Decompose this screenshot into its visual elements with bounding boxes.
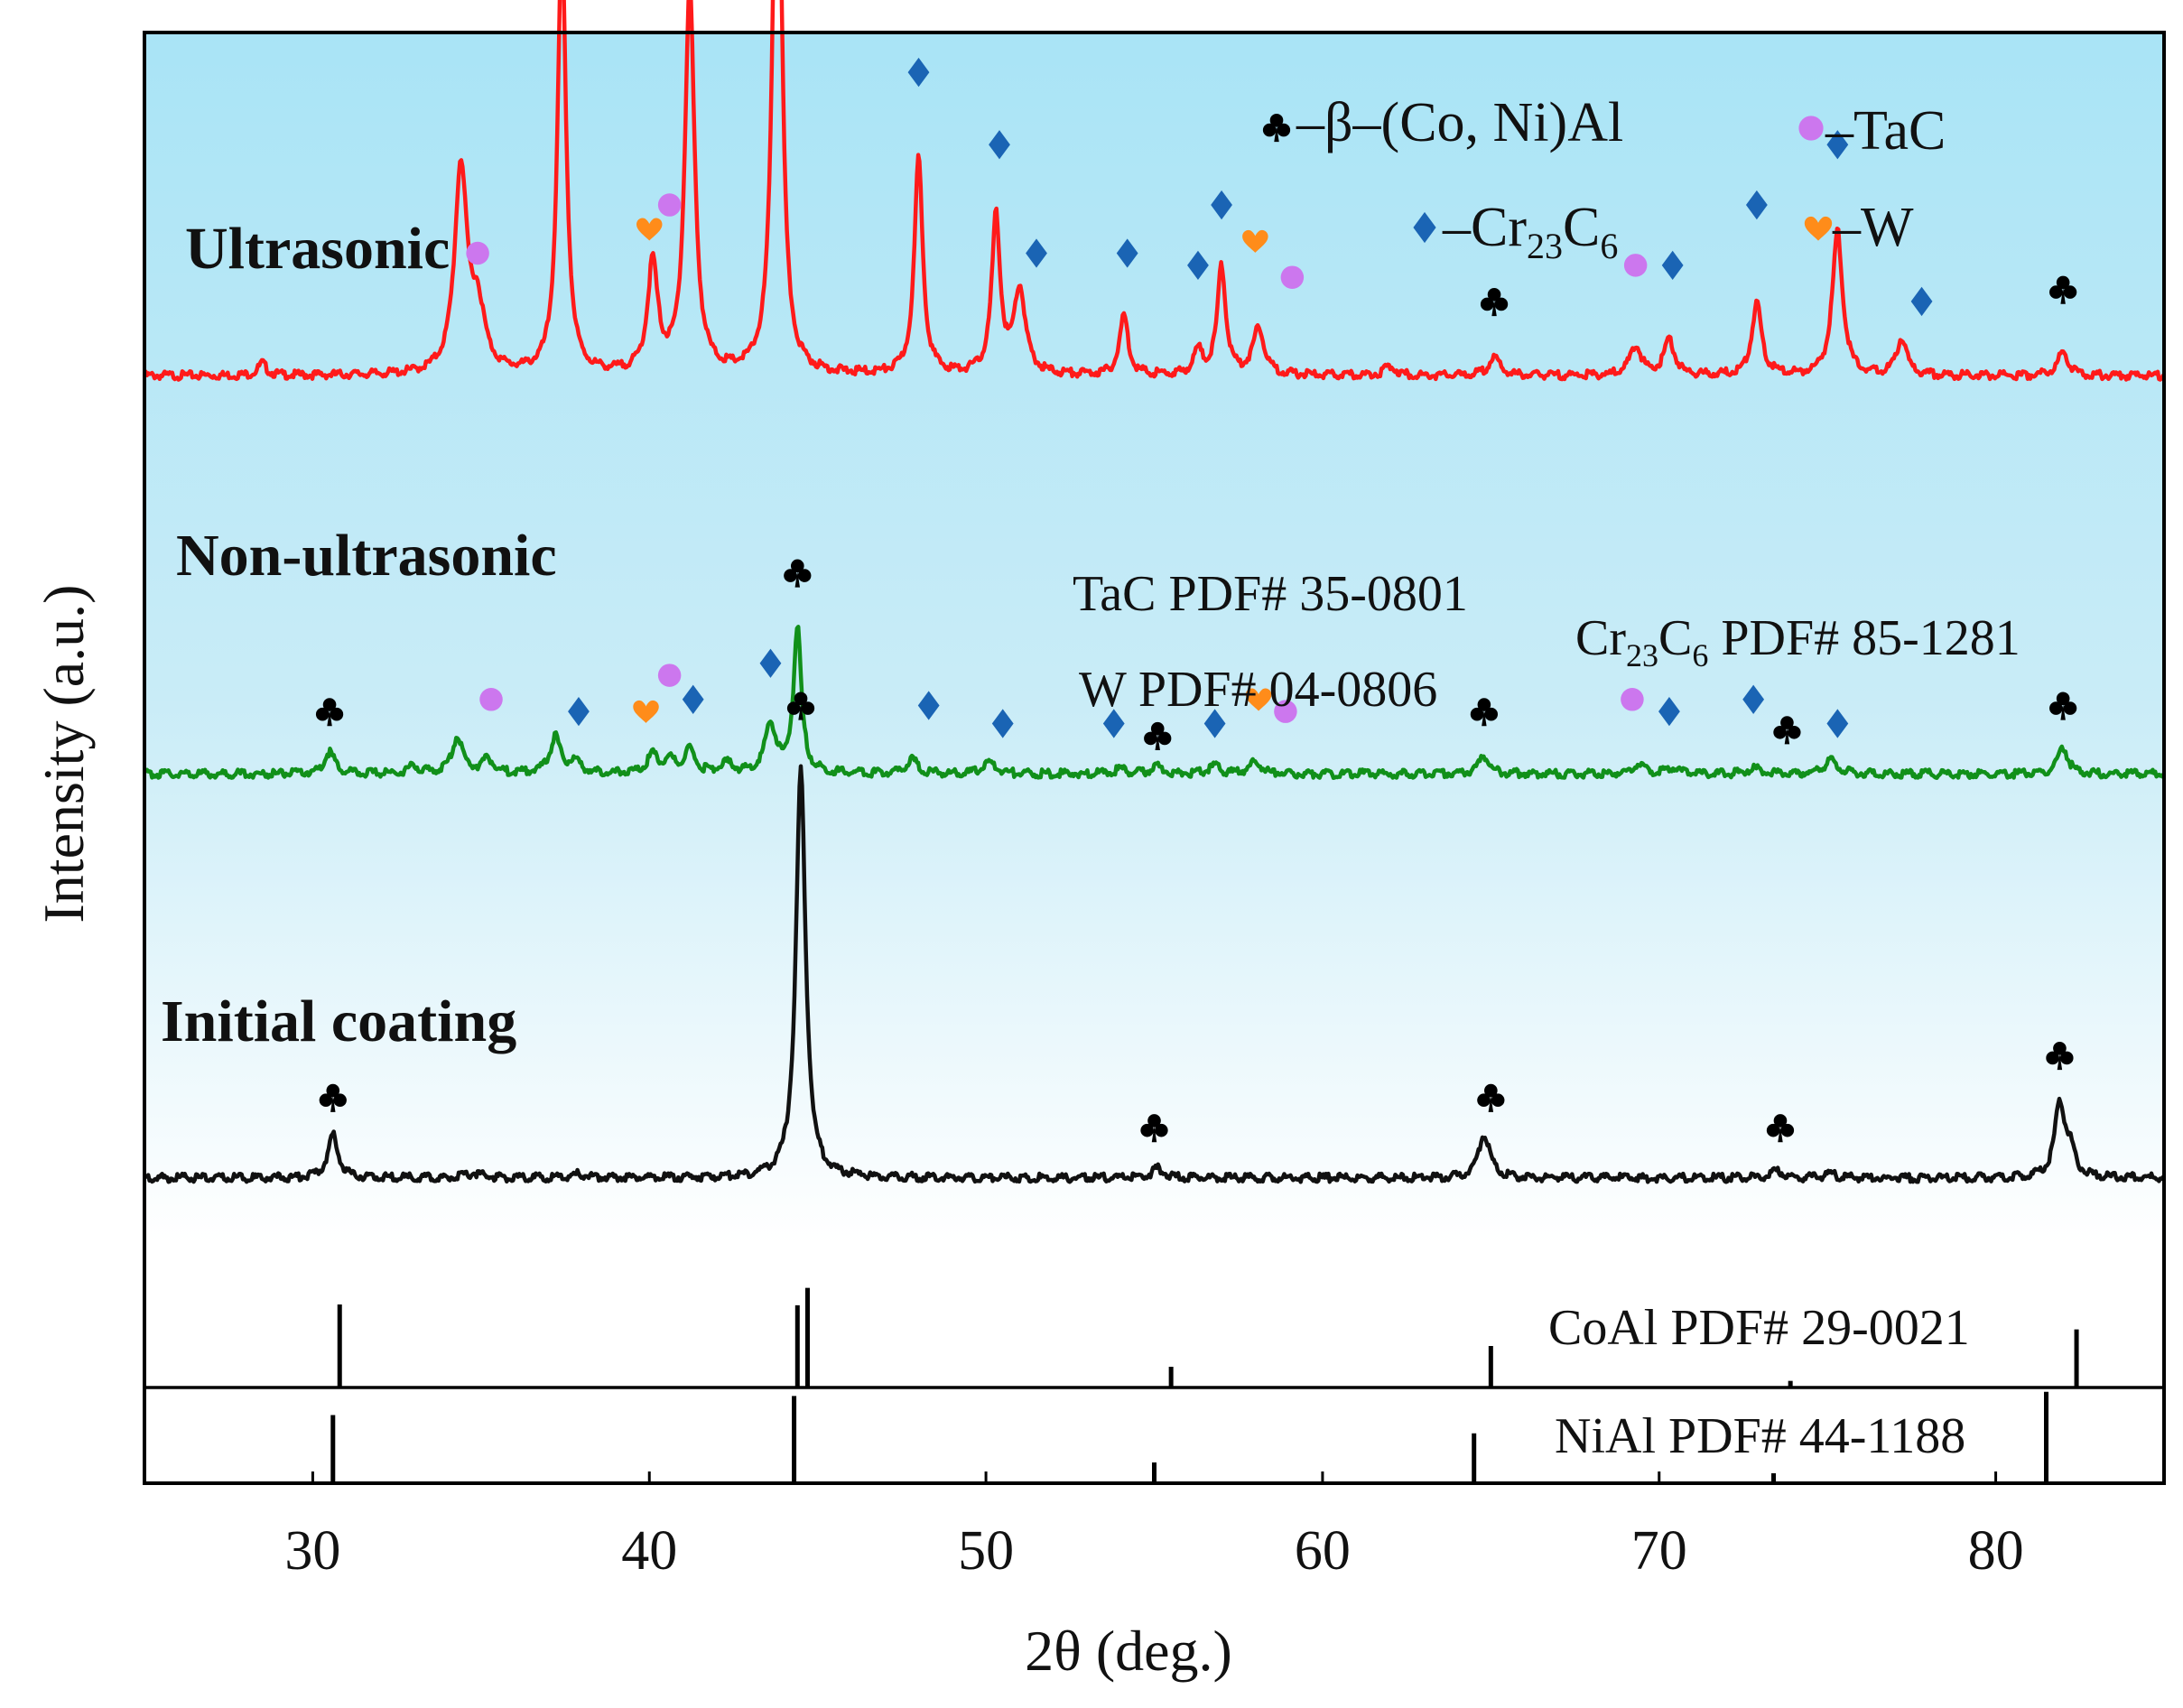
annotation-cr-pdf: Cr23C6 PDF# 85-1281 [1575,610,2020,673]
marker-circle-ultrasonic-13 [1280,265,1305,289]
x-tick-label-70: 70 [1631,1520,1687,1582]
label-initial-coating: Initial coating [161,989,516,1054]
x-tick-label-40: 40 [621,1520,677,1582]
ref-label-nial: NiAl PDF# 44-1188 [1555,1408,1965,1464]
x-tick-label-50: 50 [958,1520,1014,1582]
marker-circle-ultrasonic-15 [1623,254,1648,277]
annotation-cr-sub1: 23 [1626,637,1658,673]
annotation-tac-pdf: TaC PDF# 35-0801 [1073,566,1468,622]
marker-circle-ultrasonic-0 [466,241,489,265]
marker-circle-non-ultrasonic-1 [479,688,503,711]
plot-background [144,32,2164,1242]
annotation-cr-c: PDF# 85-1281 [1708,610,2020,666]
annotation-cr-b: C [1658,610,1692,666]
ref-label-coal: CoAl PDF# 29-0021 [1548,1300,1970,1356]
legend-cr-text: –Cr [1442,197,1527,258]
legend: –β–(Co, Ni)Al –TaC –Cr23C6 –W [1262,92,1946,266]
x-tick-label-30: 30 [284,1520,340,1582]
legend-cr-sub1: 23 [1527,226,1563,266]
marker-circle-non-ultrasonic-4 [657,664,682,687]
plot-frame [143,31,2166,1485]
x-axis-ticks: 30 40 50 60 70 80 [284,1471,2024,1582]
label-non-ultrasonic: Non-ultrasonic [176,523,557,589]
legend-circle-icon [1798,116,1824,141]
spectra-group [142,0,2166,1184]
legend-circle-label: –TaC [1825,100,1946,162]
x-tick-label-80: 80 [1968,1520,2024,1582]
trace-non-ultrasonic [144,625,2165,780]
annotation-w-pdf: W PDF# 04-0806 [1079,662,1437,718]
annotation-cr-a: Cr [1575,610,1626,666]
x-axis-label: 2θ (deg.) [1025,1619,1232,1683]
label-ultrasonic: Ultrasonic [185,216,450,282]
legend-club-label: –β–(Co, Ni)Al [1296,92,1623,153]
legend-diamond-label: –Cr23C6 [1442,197,1618,266]
annotation-cr-sub2: 6 [1692,637,1708,673]
y-axis-label: Intensity (a.u.) [32,585,96,924]
trace-ultrasonic [142,0,2165,382]
legend-heart-label: –W [1832,197,1914,258]
legend-cr-mid: C [1563,197,1600,258]
marker-circle-ultrasonic-3 [657,193,682,217]
legend-cr-sub2: 6 [1600,226,1618,266]
marker-circle-non-ultrasonic-16 [1621,688,1644,711]
trace-initial-coating [144,764,2166,1184]
x-tick-label-60: 60 [1295,1520,1351,1582]
